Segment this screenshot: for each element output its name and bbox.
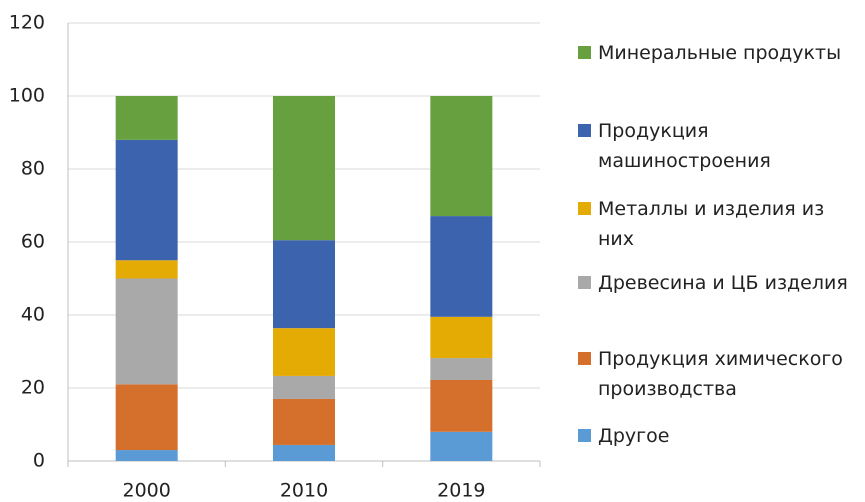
legend-item: Древесина и ЦБ изделия [578,268,863,298]
bar-segment [273,240,335,329]
legend-item: Металлы и изделия из них [578,194,863,254]
bar-segment [115,96,178,140]
x-tick-label: 2000 [122,480,170,502]
legend-label: Металлы и изделия из них [598,198,825,250]
y-tick-label: 100 [9,85,45,107]
bar-segment [115,278,178,385]
legend-label: Продукция машиностроения [598,120,771,172]
bar-segment [273,375,335,399]
legend-label: Древесина и ЦБ изделия [598,272,848,294]
legend-swatch [578,202,591,215]
y-tick-label: 40 [21,304,45,326]
legend-swatch [578,276,591,289]
bar-segment [273,96,335,241]
legend-item: Минеральные продукты [578,38,863,68]
legend-item: Продукция химического производства [578,344,863,404]
legend-swatch [578,429,591,442]
bar-segment [273,328,335,376]
y-tick-label: 60 [21,231,45,253]
legend-swatch [578,124,591,137]
legend-swatch [578,352,591,365]
y-tick-label: 20 [21,377,45,399]
bar-segment [115,450,178,461]
legend-label: Минеральные продукты [598,42,842,64]
bar-segment [430,96,493,217]
bar-segment [115,260,178,279]
x-tick-label: 2010 [280,480,328,502]
bar-segment [273,398,335,445]
x-tick-label: 2019 [437,480,485,502]
legend-swatch [578,46,591,59]
bar-segment [430,431,493,461]
bar-segment [430,316,493,359]
y-tick-label: 80 [21,158,45,180]
legend-item: Продукция машиностроения [578,116,863,176]
bar-segment [430,379,493,432]
bar-segment [115,139,178,261]
legend-item: Другое [578,421,863,451]
bar-segment [273,444,335,461]
bar-segment [430,216,493,317]
legend-label: Продукция химического производства [598,348,843,400]
y-tick-label: 0 [33,450,45,472]
bar-segment [430,358,493,380]
y-tick-label: 120 [9,12,45,34]
bar-segment [115,384,178,451]
legend-label: Другое [598,425,670,447]
